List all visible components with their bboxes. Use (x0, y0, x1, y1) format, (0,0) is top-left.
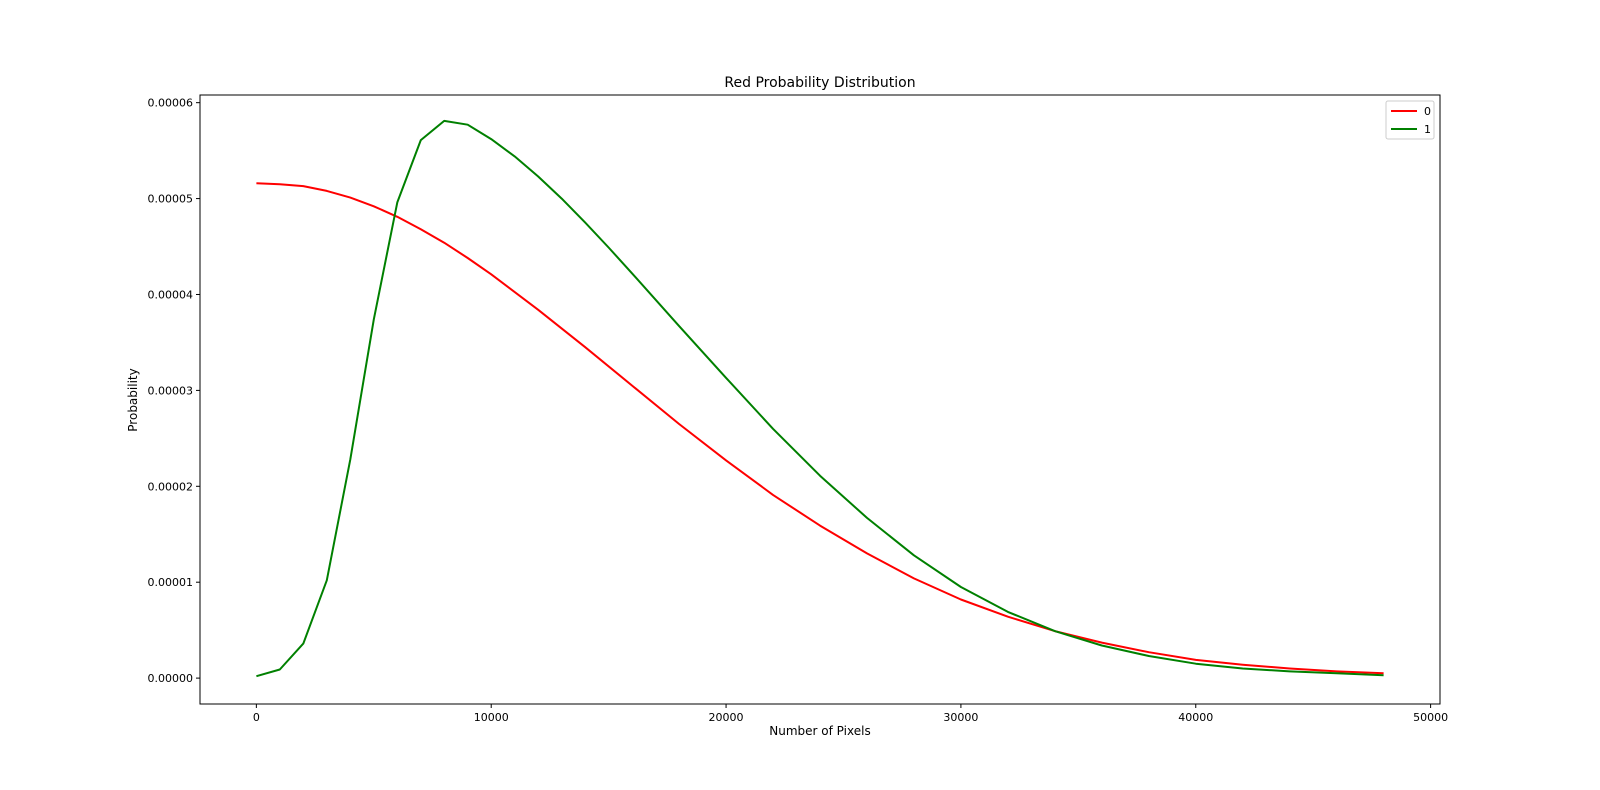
y-tick-label: 0.00006 (148, 97, 194, 110)
legend-items: 01 (1391, 105, 1431, 136)
y-tick-label: 0.00001 (148, 576, 194, 589)
y-tick-label: 0.00003 (148, 384, 194, 397)
legend-label-0: 0 (1424, 105, 1431, 118)
x-tick-label: 40000 (1178, 711, 1213, 724)
y-tick-label: 0.00002 (148, 480, 194, 493)
x-tick-label: 30000 (943, 711, 978, 724)
legend: 01 (1385, 100, 1435, 140)
legend-label-1: 1 (1424, 123, 1431, 136)
y-tick-label: 0.00004 (148, 288, 194, 301)
x-tick-label: 50000 (1413, 711, 1448, 724)
x-axis-label: Number of Pixels (769, 724, 870, 738)
series-line-1 (256, 119, 1384, 678)
chart-title: Red Probability Distribution (724, 75, 915, 91)
y-axis-ticks: 0.00000 0.00001 0.00002 0.00003 0.00004 0.000… (148, 97, 200, 685)
y-axis-label: Probability (126, 368, 140, 431)
x-axis-ticks: 0 10000 20000 30000 40000 50000 (253, 704, 1448, 724)
y-tick-label: 0.00000 (148, 672, 194, 685)
x-tick-label: 20000 (709, 711, 744, 724)
y-tick-label: 0.00005 (148, 193, 194, 206)
series-layer (256, 119, 1384, 678)
plot-area (199, 94, 1441, 705)
series-line-0 (256, 182, 1384, 675)
x-tick-label: 0 (253, 711, 260, 724)
x-tick-label: 10000 (474, 711, 509, 724)
